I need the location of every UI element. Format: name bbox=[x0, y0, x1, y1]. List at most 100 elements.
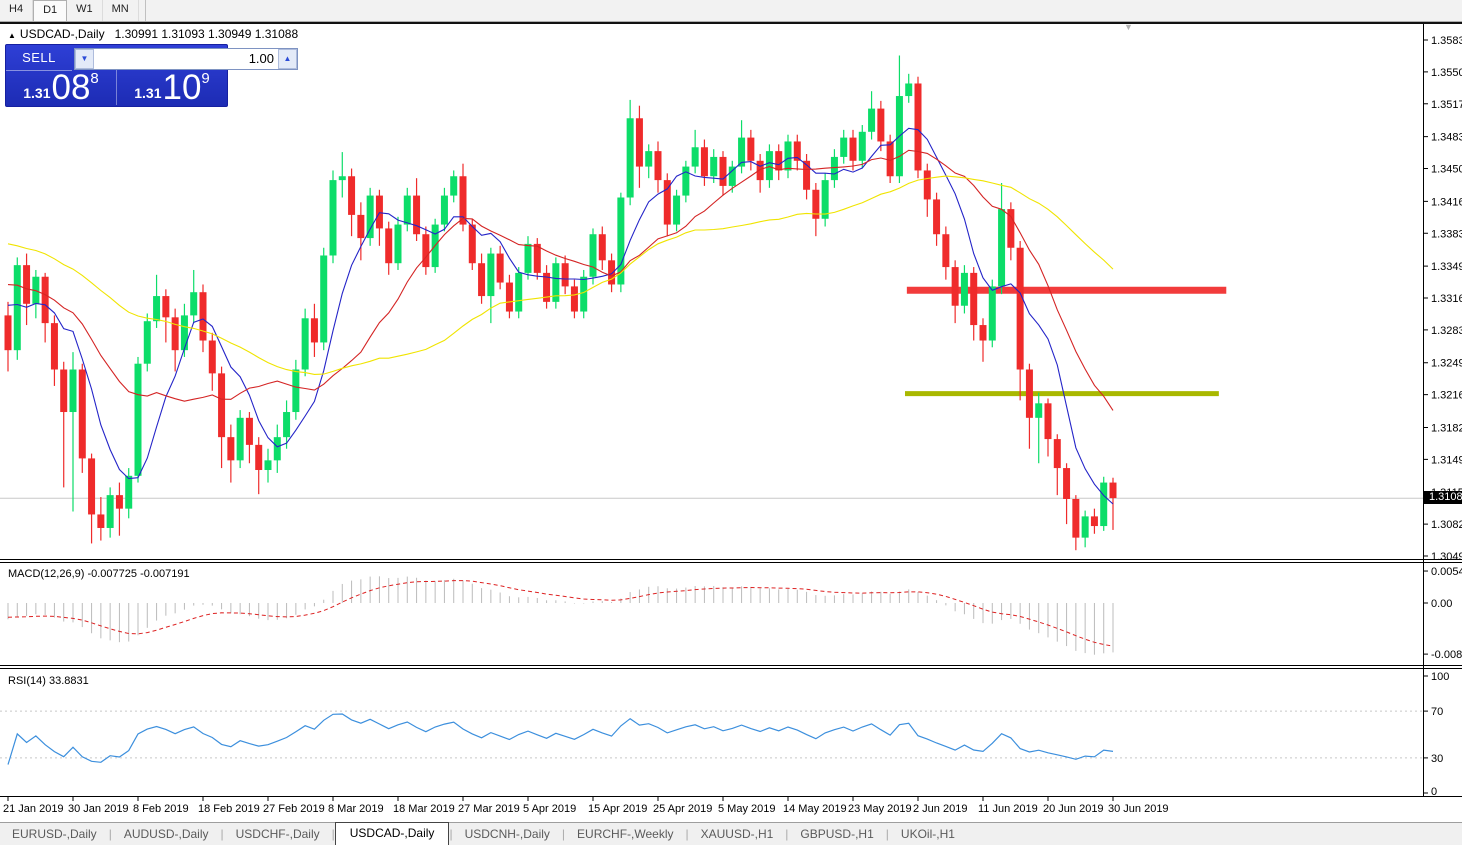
buy-price-big: 10 bbox=[162, 67, 202, 107]
svg-text:70: 70 bbox=[1431, 706, 1443, 718]
price-axis: 1.35830 1.35500 1.35170 1.34830 1.34500 1.341… bbox=[1424, 35, 1462, 563]
svg-text:1.35500: 1.35500 bbox=[1431, 67, 1462, 79]
svg-text:30: 30 bbox=[1431, 753, 1443, 765]
sell-price[interactable]: 1.31 08 8 bbox=[6, 70, 117, 105]
chart-ohlc-values: 1.30991 1.31093 1.30949 1.31088 bbox=[114, 27, 299, 41]
timeframe-button-w1[interactable]: W1 bbox=[67, 0, 103, 21]
svg-text:1.33490: 1.33490 bbox=[1431, 261, 1462, 273]
tab-separator: | bbox=[220, 827, 224, 841]
svg-text:11 Jun 2019: 11 Jun 2019 bbox=[978, 803, 1038, 815]
tab-separator: | bbox=[885, 827, 889, 841]
timeframe-button-d1[interactable]: D1 bbox=[33, 0, 68, 21]
svg-text:1.35830: 1.35830 bbox=[1431, 35, 1462, 47]
chart-title: ▲ USDCAD-,Daily 1.30991 1.31093 1.30949 1.… bbox=[8, 27, 298, 41]
buy-price-prefix: 1.31 bbox=[134, 84, 162, 101]
chart-tab-bar: EURUSD-,Daily | AUDUSD-,Daily | USDCHF-,Dail… bbox=[0, 822, 1462, 845]
buy-button[interactable]: BUY bbox=[300, 45, 366, 71]
tab-separator: | bbox=[685, 827, 689, 841]
svg-text:21 Jan 2019: 21 Jan 2019 bbox=[3, 803, 64, 815]
sell-button[interactable]: SELL bbox=[6, 45, 72, 71]
svg-text:1.33160: 1.33160 bbox=[1431, 293, 1462, 305]
svg-text:1.31490: 1.31490 bbox=[1431, 454, 1462, 466]
svg-text:1.34830: 1.34830 bbox=[1431, 132, 1462, 144]
rsi-axis: 100 70 30 0 bbox=[1424, 671, 1449, 798]
svg-text:100: 100 bbox=[1431, 671, 1449, 683]
moving-average-40 bbox=[7, 175, 1114, 375]
svg-text:1.34500: 1.34500 bbox=[1431, 164, 1462, 176]
svg-text:15 Apr 2019: 15 Apr 2019 bbox=[588, 803, 647, 815]
sell-price-prefix: 1.31 bbox=[23, 84, 51, 101]
svg-text:0.005474: 0.005474 bbox=[1431, 566, 1462, 578]
volume-stepper: ▼ ▲ bbox=[74, 47, 298, 70]
svg-text:2 Jun 2019: 2 Jun 2019 bbox=[913, 803, 967, 815]
collapse-icon[interactable]: ▲ bbox=[8, 31, 16, 40]
buy-price[interactable]: 1.31 10 9 bbox=[117, 70, 227, 105]
svg-text:14 May 2019: 14 May 2019 bbox=[783, 803, 847, 815]
timeframe-button-h4[interactable]: H4 bbox=[0, 0, 34, 21]
volume-input[interactable] bbox=[94, 48, 278, 69]
moving-average-7 bbox=[7, 127, 1114, 505]
chart-tab-xauusd-h1[interactable]: XAUUSD-,H1 bbox=[700, 827, 774, 841]
chart-tab-gbpusd-h1[interactable]: GBPUSD-,H1 bbox=[800, 827, 874, 841]
sell-price-pip: 8 bbox=[90, 70, 99, 87]
svg-text:27 Mar 2019: 27 Mar 2019 bbox=[458, 803, 520, 815]
sell-price-big: 08 bbox=[51, 67, 91, 107]
buy-price-pip: 9 bbox=[201, 70, 210, 87]
chart-tab-ukoil-h1[interactable]: UKOil-,H1 bbox=[900, 827, 955, 841]
chart-tab-usdcnh-daily[interactable]: USDCNH-,Daily bbox=[464, 827, 550, 841]
svg-text:18 Feb 2019: 18 Feb 2019 bbox=[198, 803, 260, 815]
tab-separator: | bbox=[108, 827, 112, 841]
rsi-line bbox=[7, 713, 1114, 765]
svg-text:0.00: 0.00 bbox=[1431, 598, 1452, 610]
macd-indicator-label: MACD(12,26,9) -0.007725 -0.007191 bbox=[8, 568, 190, 580]
chart-tab-eurchf-weekly[interactable]: EURCHF-,Weekly bbox=[577, 827, 674, 841]
svg-text:18 Mar 2019: 18 Mar 2019 bbox=[393, 803, 455, 815]
svg-text:8 Feb 2019: 8 Feb 2019 bbox=[133, 803, 189, 815]
svg-text:1.32490: 1.32490 bbox=[1431, 358, 1462, 370]
one-click-trading-panel: SELL ▼ ▲ BUY 1.31 08 8 1.31 10 9 bbox=[5, 44, 366, 107]
chart-symbol: USDCAD-,Daily bbox=[19, 27, 105, 41]
svg-text:30 Jun 2019: 30 Jun 2019 bbox=[1108, 803, 1169, 815]
chart-tab-usdcad-daily[interactable]: USDCAD-,Daily bbox=[334, 822, 450, 845]
chart-tab-usdchf-daily[interactable]: USDCHF-,Daily bbox=[235, 827, 320, 841]
svg-text:5 May 2019: 5 May 2019 bbox=[718, 803, 775, 815]
svg-text:8 Mar 2019: 8 Mar 2019 bbox=[328, 803, 384, 815]
svg-text:23 May 2019: 23 May 2019 bbox=[848, 803, 912, 815]
volume-increase-icon[interactable]: ▲ bbox=[278, 48, 297, 69]
svg-text:1.32830: 1.32830 bbox=[1431, 325, 1462, 337]
tab-separator: | bbox=[331, 827, 335, 841]
toolbar-separator bbox=[144, 0, 146, 21]
svg-text:1.34160: 1.34160 bbox=[1431, 196, 1462, 208]
svg-text:1.33830: 1.33830 bbox=[1431, 228, 1462, 240]
timeframe-button-mn[interactable]: MN bbox=[103, 0, 139, 21]
panel-frames bbox=[0, 22, 1462, 797]
svg-text:20 Jun 2019: 20 Jun 2019 bbox=[1043, 803, 1104, 815]
svg-text:27 Feb 2019: 27 Feb 2019 bbox=[263, 803, 325, 815]
svg-text:1.32160: 1.32160 bbox=[1431, 390, 1462, 402]
rsi-indicator-label: RSI(14) 33.8831 bbox=[8, 675, 89, 687]
svg-text:1.30820: 1.30820 bbox=[1431, 519, 1462, 531]
timeframe-toolbar: H4 D1 W1 MN bbox=[0, 0, 1462, 22]
svg-text:5 Apr 2019: 5 Apr 2019 bbox=[523, 803, 576, 815]
price-chart-panel bbox=[0, 55, 1423, 551]
macd-axis: 0.005474 0.00 -0.008752 bbox=[1424, 566, 1462, 661]
macd-panel bbox=[7, 576, 1114, 655]
svg-text:-0.008752: -0.008752 bbox=[1431, 649, 1462, 661]
chart-tab-audusd-daily[interactable]: AUDUSD-,Daily bbox=[123, 827, 209, 841]
current-price-tag: 1.31088 bbox=[1424, 491, 1462, 504]
svg-text:1.35170: 1.35170 bbox=[1431, 99, 1462, 111]
rsi-panel bbox=[0, 710, 1423, 765]
svg-text:0: 0 bbox=[1431, 786, 1437, 798]
volume-decrease-icon[interactable]: ▼ bbox=[75, 48, 94, 69]
moving-average-16 bbox=[7, 149, 1114, 411]
tab-separator: | bbox=[449, 827, 453, 841]
chart-shift-marker-icon[interactable]: ▼ bbox=[1124, 22, 1133, 32]
chart-tab-eurusd-daily[interactable]: EURUSD-,Daily bbox=[12, 827, 97, 841]
svg-text:25 Apr 2019: 25 Apr 2019 bbox=[653, 803, 712, 815]
tab-separator: | bbox=[561, 827, 566, 841]
date-axis: 21 Jan 2019 30 Jan 2019 8 Feb 2019 18 Feb 2… bbox=[3, 797, 1169, 815]
tab-separator: | bbox=[785, 827, 789, 841]
